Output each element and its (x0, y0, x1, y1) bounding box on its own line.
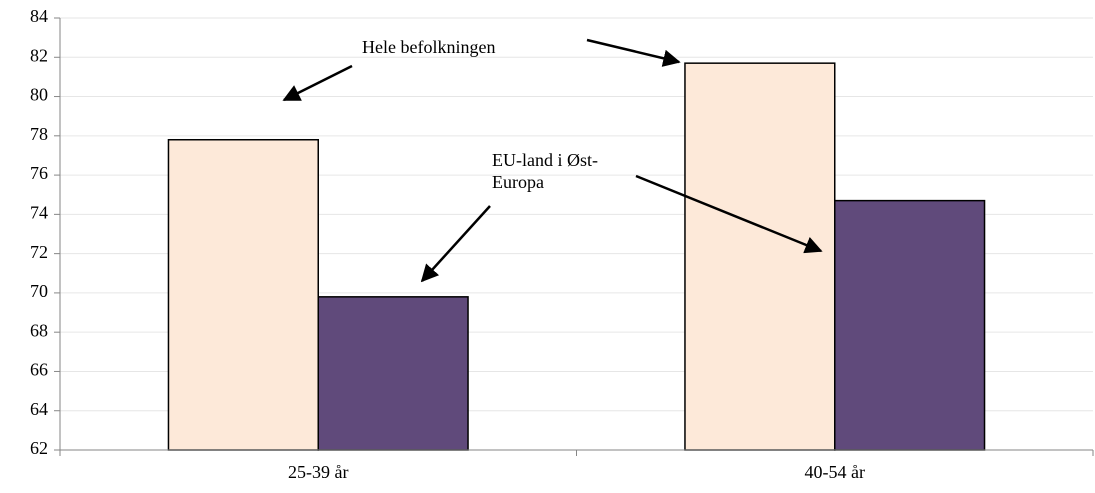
arrow (635, 174, 823, 254)
arrow (586, 38, 681, 67)
bar (684, 62, 836, 451)
x-tick-label: 25-39 år (288, 462, 348, 482)
arrow (282, 64, 353, 102)
y-tick-label: 62 (30, 438, 48, 458)
arrow (420, 205, 491, 283)
y-tick-label: 70 (30, 281, 48, 301)
y-tick-label: 64 (30, 399, 48, 419)
y-tick-label: 76 (30, 163, 48, 183)
bar (834, 199, 986, 451)
arrows (282, 38, 823, 283)
bar (317, 296, 469, 451)
y-tick-label: 68 (30, 320, 48, 340)
series-label: Hele befolkningen (362, 37, 496, 57)
y-tick-label: 66 (30, 360, 48, 380)
x-tick-label: 40-54 år (805, 462, 865, 482)
y-tick-label: 72 (30, 242, 48, 262)
y-tick-label: 84 (30, 6, 48, 26)
y-tick-label: 80 (30, 85, 48, 105)
y-tick-label: 82 (30, 45, 48, 65)
y-tick-label: 78 (30, 124, 48, 144)
y-tick-label: 74 (30, 202, 48, 222)
series-label: EU-land i Øst-Europa (492, 150, 598, 192)
bar (167, 138, 319, 451)
